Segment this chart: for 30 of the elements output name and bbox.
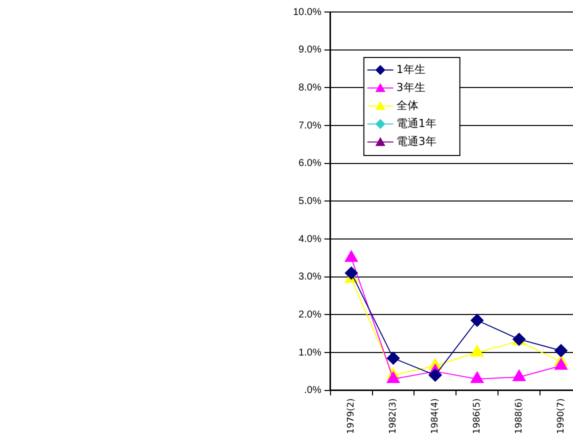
- legend-label: 電通3年: [396, 134, 436, 148]
- point: [344, 250, 358, 262]
- legend-label: 電通1年: [396, 116, 436, 130]
- x-tick-label: 1990(7): [556, 398, 566, 434]
- point: [470, 314, 484, 327]
- y-tick-label: 4.0%: [298, 234, 322, 245]
- y-tick-label: 7.0%: [298, 120, 322, 132]
- point: [554, 358, 568, 370]
- point: [512, 370, 526, 382]
- y-tick-label: 9.0%: [298, 44, 322, 56]
- x-tick-label: 1986(5): [472, 398, 482, 434]
- point: [344, 266, 358, 280]
- point: [470, 345, 484, 357]
- y-tick-label: 1.0%: [298, 347, 322, 358]
- y-tick-label: 5.0%: [298, 196, 322, 207]
- legend-label: 3年生: [396, 80, 426, 94]
- x-tick-label: 1988(6): [514, 398, 524, 434]
- point: [386, 371, 400, 383]
- y-tick-label: 2.0%: [298, 309, 322, 320]
- x-tick-label: 1982(3): [388, 398, 399, 434]
- legend-label: 全体: [396, 98, 418, 112]
- y-tick-label: 10.0%: [292, 6, 322, 18]
- point: [470, 371, 484, 383]
- legend-label: 1年生: [396, 62, 426, 76]
- y-tick-label: .0%: [304, 385, 322, 396]
- y-tick-label: 8.0%: [298, 82, 322, 94]
- x-tick-label: 1984(4): [430, 398, 441, 434]
- y-tick-label: 3.0%: [298, 272, 322, 283]
- x-tick-label: 1979(2): [346, 398, 357, 434]
- y-tick-label: 6.0%: [298, 158, 322, 170]
